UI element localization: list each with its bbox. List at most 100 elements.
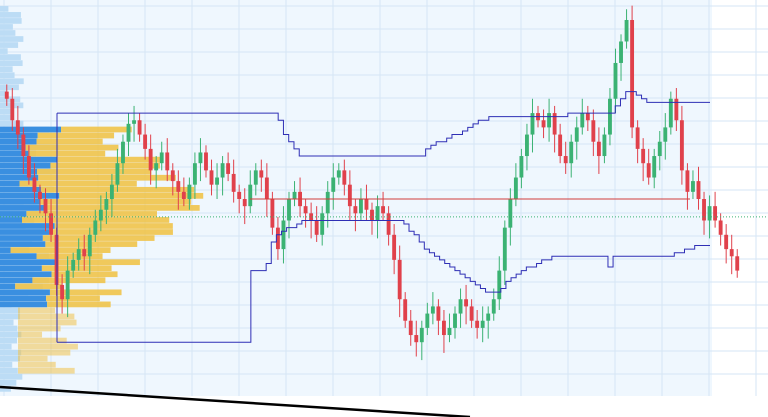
candle-body xyxy=(381,206,386,214)
candle-body xyxy=(87,234,92,257)
candle-body xyxy=(442,320,446,336)
volume-profile-bar-light xyxy=(0,108,14,115)
candle-body xyxy=(674,98,679,121)
candle-body xyxy=(38,191,42,199)
candle-body xyxy=(635,127,640,149)
volume-profile-bar-gold xyxy=(50,162,160,169)
candle-body xyxy=(530,113,535,135)
volume-profile-bar-blue xyxy=(0,235,43,241)
candle-body xyxy=(430,306,435,314)
candle-body xyxy=(98,209,103,221)
volume-profile-bar-light xyxy=(0,331,22,338)
candle-body xyxy=(552,113,557,135)
volume-profile-bar-gold xyxy=(59,192,204,199)
candle-body xyxy=(49,213,53,235)
candle-body xyxy=(220,163,225,178)
candle-body xyxy=(154,163,159,171)
candle-body xyxy=(646,163,651,178)
volume-profile-bar-gold xyxy=(61,126,132,133)
candle-body xyxy=(126,123,131,142)
candle-body xyxy=(563,156,568,164)
volume-profile-bar-light xyxy=(0,114,14,121)
candle-body xyxy=(165,152,170,171)
candle-body xyxy=(71,259,76,271)
candle-body xyxy=(370,209,374,221)
volume-profile-bar-light xyxy=(0,313,21,320)
candle-body xyxy=(10,98,15,121)
candle-body xyxy=(181,191,186,199)
volume-profile-bar-light xyxy=(0,307,21,314)
volume-profile-bar-gold xyxy=(42,235,155,241)
candle-body xyxy=(408,320,413,336)
candle-body xyxy=(702,199,706,221)
volume-profile-bar-gold xyxy=(18,331,43,338)
volume-profile-bar-light xyxy=(0,54,21,60)
volume-profile-bar-gold xyxy=(19,180,137,187)
volume-profile-bar-blue xyxy=(0,174,39,181)
candle-body xyxy=(392,234,397,260)
candle-body xyxy=(502,227,507,271)
candle-body xyxy=(585,113,590,121)
volume-profile-bar-gold xyxy=(36,253,103,260)
volume-profile-bar-blue xyxy=(0,247,11,253)
candle-body xyxy=(713,206,718,221)
candle-body xyxy=(724,234,729,250)
upper-band-line xyxy=(57,91,710,157)
candle-body xyxy=(93,220,98,235)
volume-profile-bar-gold xyxy=(37,132,115,139)
candle-body xyxy=(386,213,391,235)
candle-body xyxy=(596,141,601,157)
volume-profile-bar-gold xyxy=(49,289,122,296)
volume-profile-bar-light xyxy=(0,30,16,36)
candle-body xyxy=(26,156,31,178)
candle-body xyxy=(353,206,358,214)
volume-profile-bar-blue xyxy=(0,301,48,308)
candle-body xyxy=(176,181,181,192)
candle-body xyxy=(619,41,623,63)
volume-profile-bar-blue xyxy=(0,253,37,260)
volume-profile-bar-blue xyxy=(0,289,50,296)
volume-profile-bar-light xyxy=(0,18,22,24)
volume-profile-bar-gold xyxy=(26,211,157,217)
volume-profile-bar-light xyxy=(0,373,23,380)
volume-profile-bar-gold xyxy=(15,283,62,290)
volume-profile-bar-light xyxy=(0,12,21,18)
volume-profile-bar-gold xyxy=(55,259,140,266)
candle-body xyxy=(491,299,496,314)
volume-profile-bar-blue xyxy=(0,295,47,302)
candle-body xyxy=(253,170,258,185)
volume-profile-bar-gold xyxy=(18,361,56,368)
candle-body xyxy=(215,177,219,185)
candle-body xyxy=(414,335,419,343)
candle-body xyxy=(292,191,297,199)
candle-body xyxy=(436,306,441,321)
candle-body xyxy=(718,220,723,235)
volume-profile-bar-light xyxy=(0,367,18,374)
candle-body xyxy=(558,134,563,157)
volume-profile-bar-light xyxy=(0,337,18,344)
volume-profile-bar-light xyxy=(0,42,19,48)
lower-band-line xyxy=(57,219,710,343)
candle-body xyxy=(314,220,319,235)
volume-profile-bar-blue xyxy=(0,223,55,229)
volume-profile-bar-blue xyxy=(0,283,16,290)
candle-body xyxy=(602,134,607,157)
volume-profile-bar-gold xyxy=(51,271,118,278)
candle-body xyxy=(668,98,673,128)
volume-profile-bar-light xyxy=(0,36,24,42)
candle-body xyxy=(331,177,336,192)
volume-profile-bar-light xyxy=(0,72,15,79)
volume-profile-bar-gold xyxy=(18,343,78,350)
candle-body xyxy=(132,120,136,124)
candle-body xyxy=(685,170,690,192)
candle-body xyxy=(613,62,618,99)
candle-body xyxy=(574,127,579,142)
volume-profile-bar-gold xyxy=(37,168,152,175)
candle-body xyxy=(187,184,192,199)
volume-profile-bar-blue xyxy=(0,186,42,193)
candle-body xyxy=(192,163,197,185)
candle-body xyxy=(264,177,269,199)
volume-profile-bar-gold xyxy=(10,247,111,253)
candle-body xyxy=(21,134,26,157)
